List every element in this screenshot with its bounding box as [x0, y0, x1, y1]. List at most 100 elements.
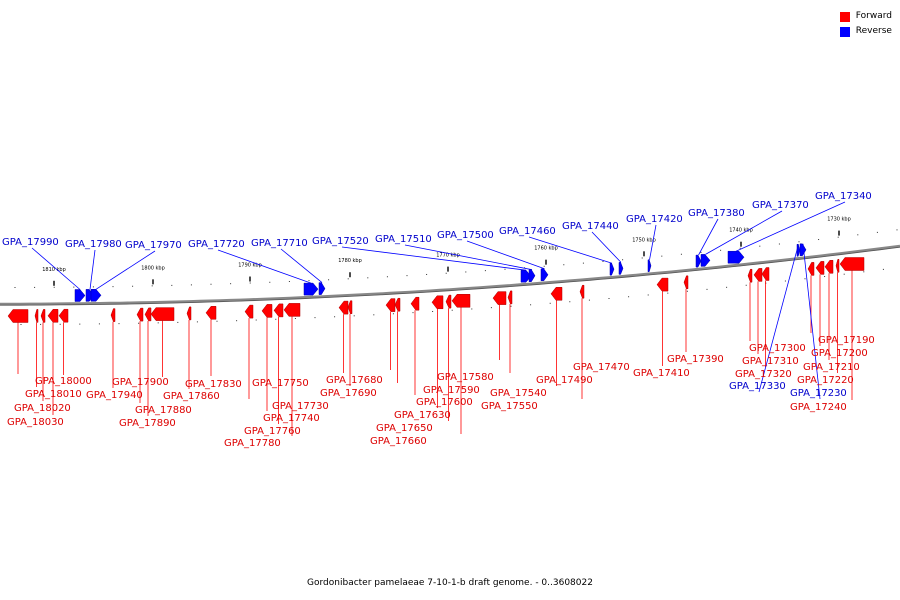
gene-label[interactable]: GPA_17490 — [536, 375, 593, 386]
gene-label[interactable]: GPA_17460 — [499, 226, 556, 237]
gene-label[interactable]: GPA_17580 — [437, 372, 494, 383]
gene-GPA_17540[interactable] — [550, 287, 563, 301]
gene-GPA_18030[interactable] — [47, 309, 59, 323]
gene-label[interactable]: GPA_17220 — [797, 375, 854, 386]
gene-label[interactable]: GPA_17830 — [185, 379, 242, 390]
gene-label[interactable]: GPA_17740 — [263, 413, 320, 424]
gene-GPA_17190[interactable] — [807, 262, 815, 276]
gene-GPA_17440[interactable] — [618, 262, 624, 275]
gene-label[interactable]: GPA_17890 — [119, 418, 176, 429]
gene-GPA_17730[interactable] — [244, 304, 254, 319]
gene-GPA_17890[interactable] — [144, 307, 152, 322]
gene-label[interactable]: GPA_17680 — [326, 375, 383, 386]
gene-label[interactable]: GPA_17780 — [224, 438, 281, 449]
gene-label[interactable]: GPA_17420 — [626, 214, 683, 225]
gene-label[interactable]: GPA_18030 — [7, 417, 64, 428]
gene-label[interactable]: GPA_17730 — [272, 401, 329, 412]
gene-GPA_17330[interactable] — [796, 244, 801, 257]
gene-label[interactable]: GPA_17630 — [394, 410, 451, 421]
gene-label[interactable]: GPA_17540 — [490, 388, 547, 399]
gene-GPA_17410[interactable] — [656, 277, 669, 292]
gene-GPA_17490[interactable] — [507, 290, 513, 305]
gene-label[interactable]: GPA_17590 — [423, 385, 480, 396]
gene-GPA_17500[interactable] — [540, 268, 549, 282]
gene-GPA_17860[interactable] — [186, 306, 192, 321]
gene-GPA_17380[interactable] — [695, 254, 702, 268]
gene-GPA_17680[interactable] — [338, 300, 349, 315]
gene-GPA_17390[interactable] — [683, 275, 689, 290]
gene-GPA_17740[interactable] — [261, 304, 273, 318]
gene-GPA_17470[interactable] — [492, 291, 507, 305]
gene-label[interactable]: GPA_17660 — [370, 436, 427, 447]
gene-GPA_17630[interactable] — [431, 295, 444, 310]
gene-label[interactable]: GPA_17970 — [125, 240, 182, 251]
gene-GPA_17370[interactable] — [700, 254, 711, 267]
gene-GPA_17510[interactable] — [528, 269, 536, 282]
gene-GPA_17650[interactable] — [445, 294, 452, 309]
gene-label[interactable]: GPA_18020 — [14, 403, 71, 414]
gene-label[interactable]: GPA_17990 — [2, 237, 59, 248]
gene-label[interactable]: GPA_17600 — [416, 397, 473, 408]
gene-GPA_17720[interactable] — [303, 282, 319, 296]
gene-GPA_17460[interactable] — [609, 262, 615, 276]
gene-label[interactable]: GPA_17210 — [803, 362, 860, 373]
gene-label[interactable]: GPA_18010 — [25, 389, 82, 400]
gene-label[interactable]: GPA_17690 — [320, 388, 377, 399]
gene-GPA_17600[interactable] — [410, 296, 420, 311]
gene-label[interactable]: GPA_17940 — [86, 390, 143, 401]
gene-GPA_17200[interactable] — [815, 261, 825, 275]
gene-label[interactable]: GPA_17190 — [818, 335, 875, 346]
gene-GPA_17210[interactable] — [824, 260, 834, 274]
gene-GPA_17220[interactable] — [835, 259, 840, 273]
gene-GPA_17940[interactable] — [110, 308, 116, 322]
gene-GPA_17690[interactable] — [347, 300, 353, 314]
gene-label[interactable]: GPA_17300 — [749, 343, 806, 354]
gene-label[interactable]: GPA_17410 — [633, 368, 690, 379]
gene-label[interactable]: GPA_17710 — [251, 238, 308, 249]
gene-label[interactable]: GPA_17230 — [790, 388, 847, 399]
gene-GPA_17580[interactable] — [385, 298, 396, 312]
gene-GPA_17320[interactable] — [761, 267, 770, 281]
gene-label[interactable]: GPA_17470 — [573, 362, 630, 373]
gene-label[interactable]: GPA_17720 — [188, 239, 245, 250]
gene-GPA_17340[interactable] — [727, 250, 745, 264]
gene-label[interactable]: GPA_17200 — [811, 348, 868, 359]
gene-GPA_17590[interactable] — [394, 297, 401, 312]
gene-label[interactable]: GPA_17380 — [688, 208, 745, 219]
gene-label[interactable]: GPA_17880 — [135, 405, 192, 416]
gene-label[interactable]: GPA_17340 — [815, 191, 872, 202]
gene-GPA_17550[interactable] — [579, 284, 585, 299]
gene-GPA_18010[interactable] — [34, 309, 39, 323]
gene-GPA_17780[interactable] — [283, 303, 301, 317]
gene-label[interactable]: GPA_18000 — [35, 376, 92, 387]
gene-label[interactable]: GPA_17310 — [742, 356, 799, 367]
gene-GPA_17300[interactable] — [747, 268, 753, 283]
gene-GPA_17710[interactable] — [318, 282, 326, 295]
gene-label[interactable]: GPA_17980 — [65, 239, 122, 250]
gene-label[interactable]: GPA_17760 — [244, 426, 301, 437]
gene-label[interactable]: GPA_17390 — [667, 354, 724, 365]
gene-GPA_18000[interactable] — [7, 309, 29, 323]
gene-GPA_17240[interactable] — [839, 257, 865, 271]
gene-label[interactable]: GPA_17520 — [312, 236, 369, 247]
gene-GPA_17880[interactable] — [136, 307, 144, 322]
gene-label[interactable]: GPA_17440 — [562, 221, 619, 232]
gene-GPA_17420[interactable] — [647, 259, 652, 273]
gene-label[interactable]: GPA_17750 — [252, 378, 309, 389]
gene-GPA_17310[interactable] — [753, 268, 763, 282]
gene-label[interactable]: GPA_17860 — [163, 391, 220, 402]
gene-label[interactable]: GPA_17550 — [481, 401, 538, 412]
gene-label[interactable]: GPA_17240 — [790, 402, 847, 413]
gene-label[interactable]: GPA_17330 — [729, 381, 786, 392]
gene-GPA_17970[interactable] — [90, 289, 102, 302]
gene-label[interactable]: GPA_17900 — [112, 377, 169, 388]
gene-GPA_18020[interactable] — [40, 309, 46, 323]
gene-GPA_17830[interactable] — [150, 307, 175, 321]
gene-label[interactable]: GPA_17500 — [437, 230, 494, 241]
gene-GPA_17520[interactable] — [520, 269, 532, 283]
gene-GPA_17230[interactable] — [799, 243, 807, 257]
gene-label[interactable]: GPA_17370 — [752, 200, 809, 211]
gene-GPA_17990[interactable] — [74, 289, 86, 302]
gene-GPA_17760[interactable] — [273, 303, 284, 318]
gene-label[interactable]: GPA_17650 — [376, 423, 433, 434]
